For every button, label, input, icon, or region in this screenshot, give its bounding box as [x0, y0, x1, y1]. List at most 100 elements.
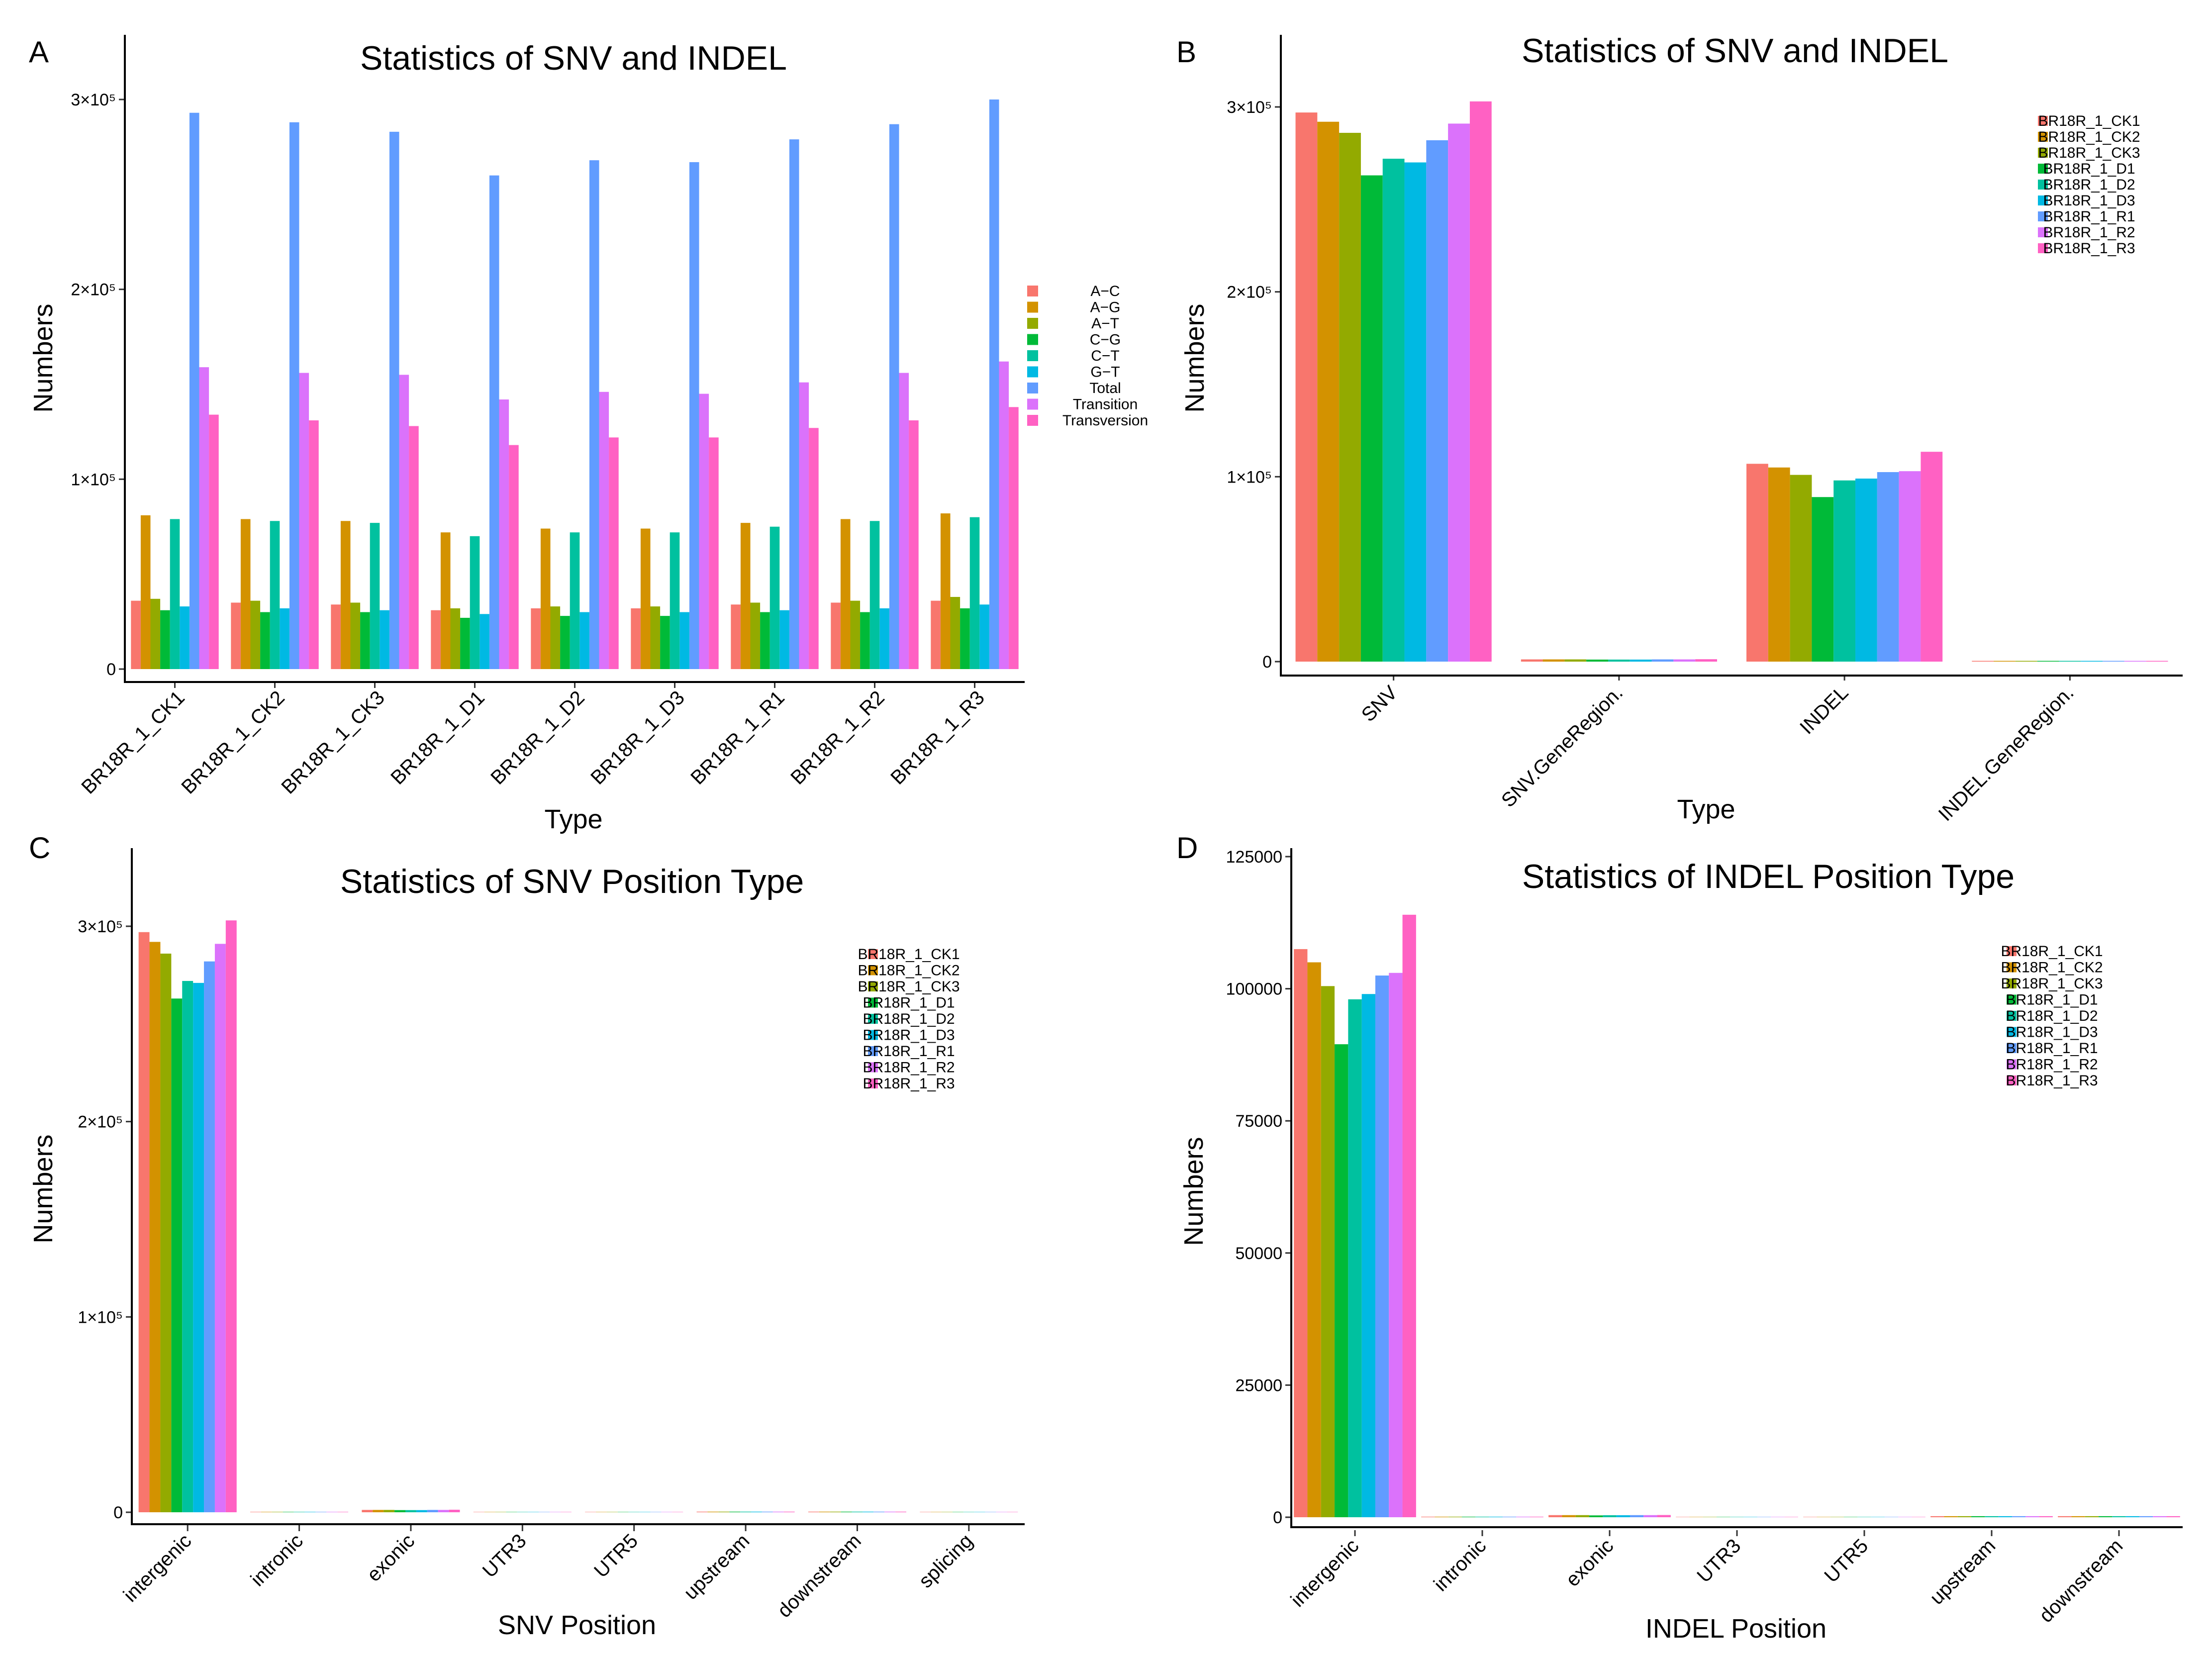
- bar-d-exonic-br18r-1-r1: [1630, 1515, 1644, 1517]
- bar-b-indel-br18r-1-d3: [1855, 479, 1877, 662]
- legend-swatch-a-a-t: [1027, 318, 1038, 329]
- bar-a-br18r-1-d1-transversion: [509, 445, 519, 669]
- legend-swatch-b-br18r-1-d2: [2038, 180, 2048, 190]
- bar-a-br18r-1-ck1-c-g: [160, 610, 170, 669]
- bar-b-indel-generegion-br18r-1-r2: [2124, 661, 2146, 662]
- bar-a-br18r-1-d1-a-g: [440, 532, 451, 669]
- panel-letter-c: C: [29, 831, 50, 865]
- bar-a-br18r-1-r1-a-t: [750, 602, 761, 669]
- bar-a-br18r-1-d2-c-g: [560, 616, 570, 669]
- x-tick-label-c-upstream: upstream: [679, 1530, 754, 1604]
- legend-swatch-a-transition: [1027, 398, 1038, 410]
- legend-swatch-d-br18r-1-ck3: [2007, 978, 2017, 988]
- legend-label-a-a-t: A−T: [1091, 315, 1119, 332]
- bar-a-br18r-1-d3-a-g: [640, 528, 651, 669]
- legend-label-a-a-g: A−G: [1090, 299, 1121, 316]
- bar-c-exonic-br18r-1-d2: [405, 1510, 416, 1512]
- bar-c-intergenic-br18r-1-d1: [171, 998, 183, 1512]
- bar-b-indel-generegion-br18r-1-ck3: [2015, 661, 2037, 662]
- legend-swatch-b-br18r-1-ck2: [2038, 132, 2048, 142]
- x-tick-label-c-exonic: exonic: [363, 1530, 419, 1586]
- bar-d-intergenic-br18r-1-d3: [1361, 994, 1375, 1517]
- bar-d-exonic-br18r-1-d1: [1589, 1515, 1603, 1517]
- bar-a-br18r-1-ck2-transversion: [309, 420, 319, 669]
- bar-c-intergenic-br18r-1-ck1: [138, 932, 150, 1512]
- bar-b-snv-br18r-1-d3: [1404, 162, 1427, 662]
- legend-swatch-c-br18r-1-r2: [868, 1062, 878, 1073]
- legend-swatch-c-br18r-1-ck3: [868, 981, 878, 991]
- bar-d-downstream-br18r-1-ck2: [2071, 1516, 2085, 1517]
- bar-a-br18r-1-ck3-transition: [399, 375, 409, 669]
- bar-a-br18r-1-d1-transition: [499, 399, 509, 669]
- bar-b-snv-br18r-1-r2: [1448, 123, 1470, 662]
- y-ticks-d: 0 25000 50000 75000 100000 125000: [1226, 848, 1290, 1527]
- bar-d-upstream-br18r-1-d1: [1971, 1516, 1985, 1517]
- bar-b-indel-br18r-1-r1: [1877, 472, 1899, 662]
- x-tick-label-c-intronic: intronic: [247, 1530, 307, 1590]
- bar-a-br18r-1-d1-total: [489, 175, 499, 669]
- y-tick-label-c-1: 0: [113, 1503, 123, 1522]
- bar-c-intergenic-br18r-1-r3: [225, 920, 237, 1512]
- bar-d-exonic-br18r-1-r2: [1643, 1515, 1657, 1517]
- y-tick-label-c-3: 2×10⁵: [78, 1113, 123, 1132]
- x-ticks-d: intergenic intronic exonic UTR3 UTR5 upstream…: [1287, 1530, 2127, 1627]
- legend-label-d-br18r-1-d3: BR18R_1_D3: [2006, 1024, 2098, 1041]
- y-tick-label-d-1: 0: [1273, 1508, 1282, 1527]
- x-tick-label-a-br18r-1-r1: BR18R_1_R1: [686, 686, 789, 789]
- y-tick-label-a-4: 3×10⁵: [71, 91, 116, 109]
- bar-b-indel-br18r-1-ck1: [1746, 464, 1768, 662]
- bar-a-br18r-1-r3-a-t: [950, 596, 961, 669]
- panel-a: A Statistics of SNV and INDEL Type Numbe…: [28, 35, 1148, 834]
- bar-a-br18r-1-r1-transversion: [809, 428, 819, 669]
- legend-label-a-transversion: Transversion: [1062, 412, 1148, 429]
- legend-swatch-d-br18r-1-d3: [2007, 1027, 2017, 1037]
- bar-d-downstream-br18r-1-ck1: [2058, 1516, 2072, 1517]
- bar-a-br18r-1-d3-a-c: [631, 608, 641, 669]
- y-tick-label-b-2: 1×10⁵: [1227, 468, 1272, 487]
- bar-b-snv-generegion-br18r-1-ck1: [1521, 659, 1543, 662]
- bar-c-exonic-br18r-1-r2: [438, 1510, 449, 1512]
- bar-b-indel-generegion-br18r-1-ck1: [1972, 661, 1994, 662]
- bar-d-upstream-br18r-1-ck2: [1944, 1516, 1958, 1517]
- bar-d-exonic-br18r-1-r3: [1657, 1515, 1671, 1517]
- bar-a-br18r-1-d1-g-t: [480, 614, 489, 669]
- legend-label-b-br18r-1-r3: BR18R_1_R3: [2043, 240, 2135, 257]
- x-tick-label-d-exonic: exonic: [1561, 1535, 1618, 1591]
- legend-label-b-br18r-1-r1: BR18R_1_R1: [2043, 208, 2135, 225]
- legend-swatch-c-br18r-1-ck1: [868, 949, 878, 959]
- legend-swatch-b-br18r-1-d3: [2038, 195, 2048, 205]
- y-tick-label-a-1: 0: [106, 660, 116, 679]
- bar-a-br18r-1-r1-c-t: [769, 526, 780, 669]
- bar-a-br18r-1-r2-a-g: [840, 519, 851, 669]
- legend-label-b-br18r-1-ck2: BR18R_1_CK2: [2038, 129, 2140, 145]
- legend-label-c-br18r-1-ck3: BR18R_1_CK3: [858, 978, 960, 995]
- bar-a-br18r-1-r3-c-t: [969, 517, 980, 669]
- bar-d-downstream-br18r-1-d3: [2125, 1516, 2139, 1517]
- bar-a-br18r-1-ck2-a-t: [250, 600, 261, 669]
- bar-a-br18r-1-r2-a-c: [831, 602, 841, 669]
- legend-swatch-a-a-g: [1027, 301, 1038, 313]
- x-tick-label-d-utr3: UTR3: [1693, 1535, 1745, 1587]
- legend-label-d-br18r-1-r1: BR18R_1_R1: [2006, 1040, 2098, 1057]
- panel-letter-a: A: [29, 35, 49, 69]
- y-tick-label-d-4: 75000: [1235, 1112, 1282, 1131]
- y-tick-label-b-3: 2×10⁵: [1227, 283, 1272, 302]
- x-tick-label-a-br18r-1-ck1: BR18R_1_CK1: [77, 686, 189, 798]
- legend-label-a-a-c: A−C: [1090, 283, 1120, 299]
- bar-d-downstream-br18r-1-r2: [2153, 1516, 2167, 1517]
- bars-b: [1295, 101, 2168, 662]
- bar-d-intergenic-br18r-1-r3: [1402, 914, 1416, 1517]
- bar-a-br18r-1-r1-total: [789, 139, 799, 669]
- x-tick-label-a-br18r-1-d2: BR18R_1_D2: [486, 686, 589, 789]
- legend-a: A−CA−GA−TC−GC−TG−TTotalTransitionTransve…: [1027, 283, 1148, 429]
- bar-d-upstream-br18r-1-ck3: [1957, 1516, 1972, 1517]
- legend-d: BR18R_1_CK1BR18R_1_CK2BR18R_1_CK3BR18R_1…: [2001, 943, 2103, 1089]
- bar-c-intergenic-br18r-1-r2: [214, 944, 226, 1512]
- legend-label-c-br18r-1-d2: BR18R_1_D2: [863, 1011, 955, 1027]
- bar-a-br18r-1-ck2-c-g: [260, 612, 270, 669]
- x-tick-label-a-br18r-1-d1: BR18R_1_D1: [386, 686, 489, 789]
- legend-swatch-c-br18r-1-r3: [868, 1078, 878, 1088]
- bar-b-snv-generegion-br18r-1-r3: [1695, 659, 1717, 662]
- bar-a-br18r-1-r2-transition: [899, 373, 909, 669]
